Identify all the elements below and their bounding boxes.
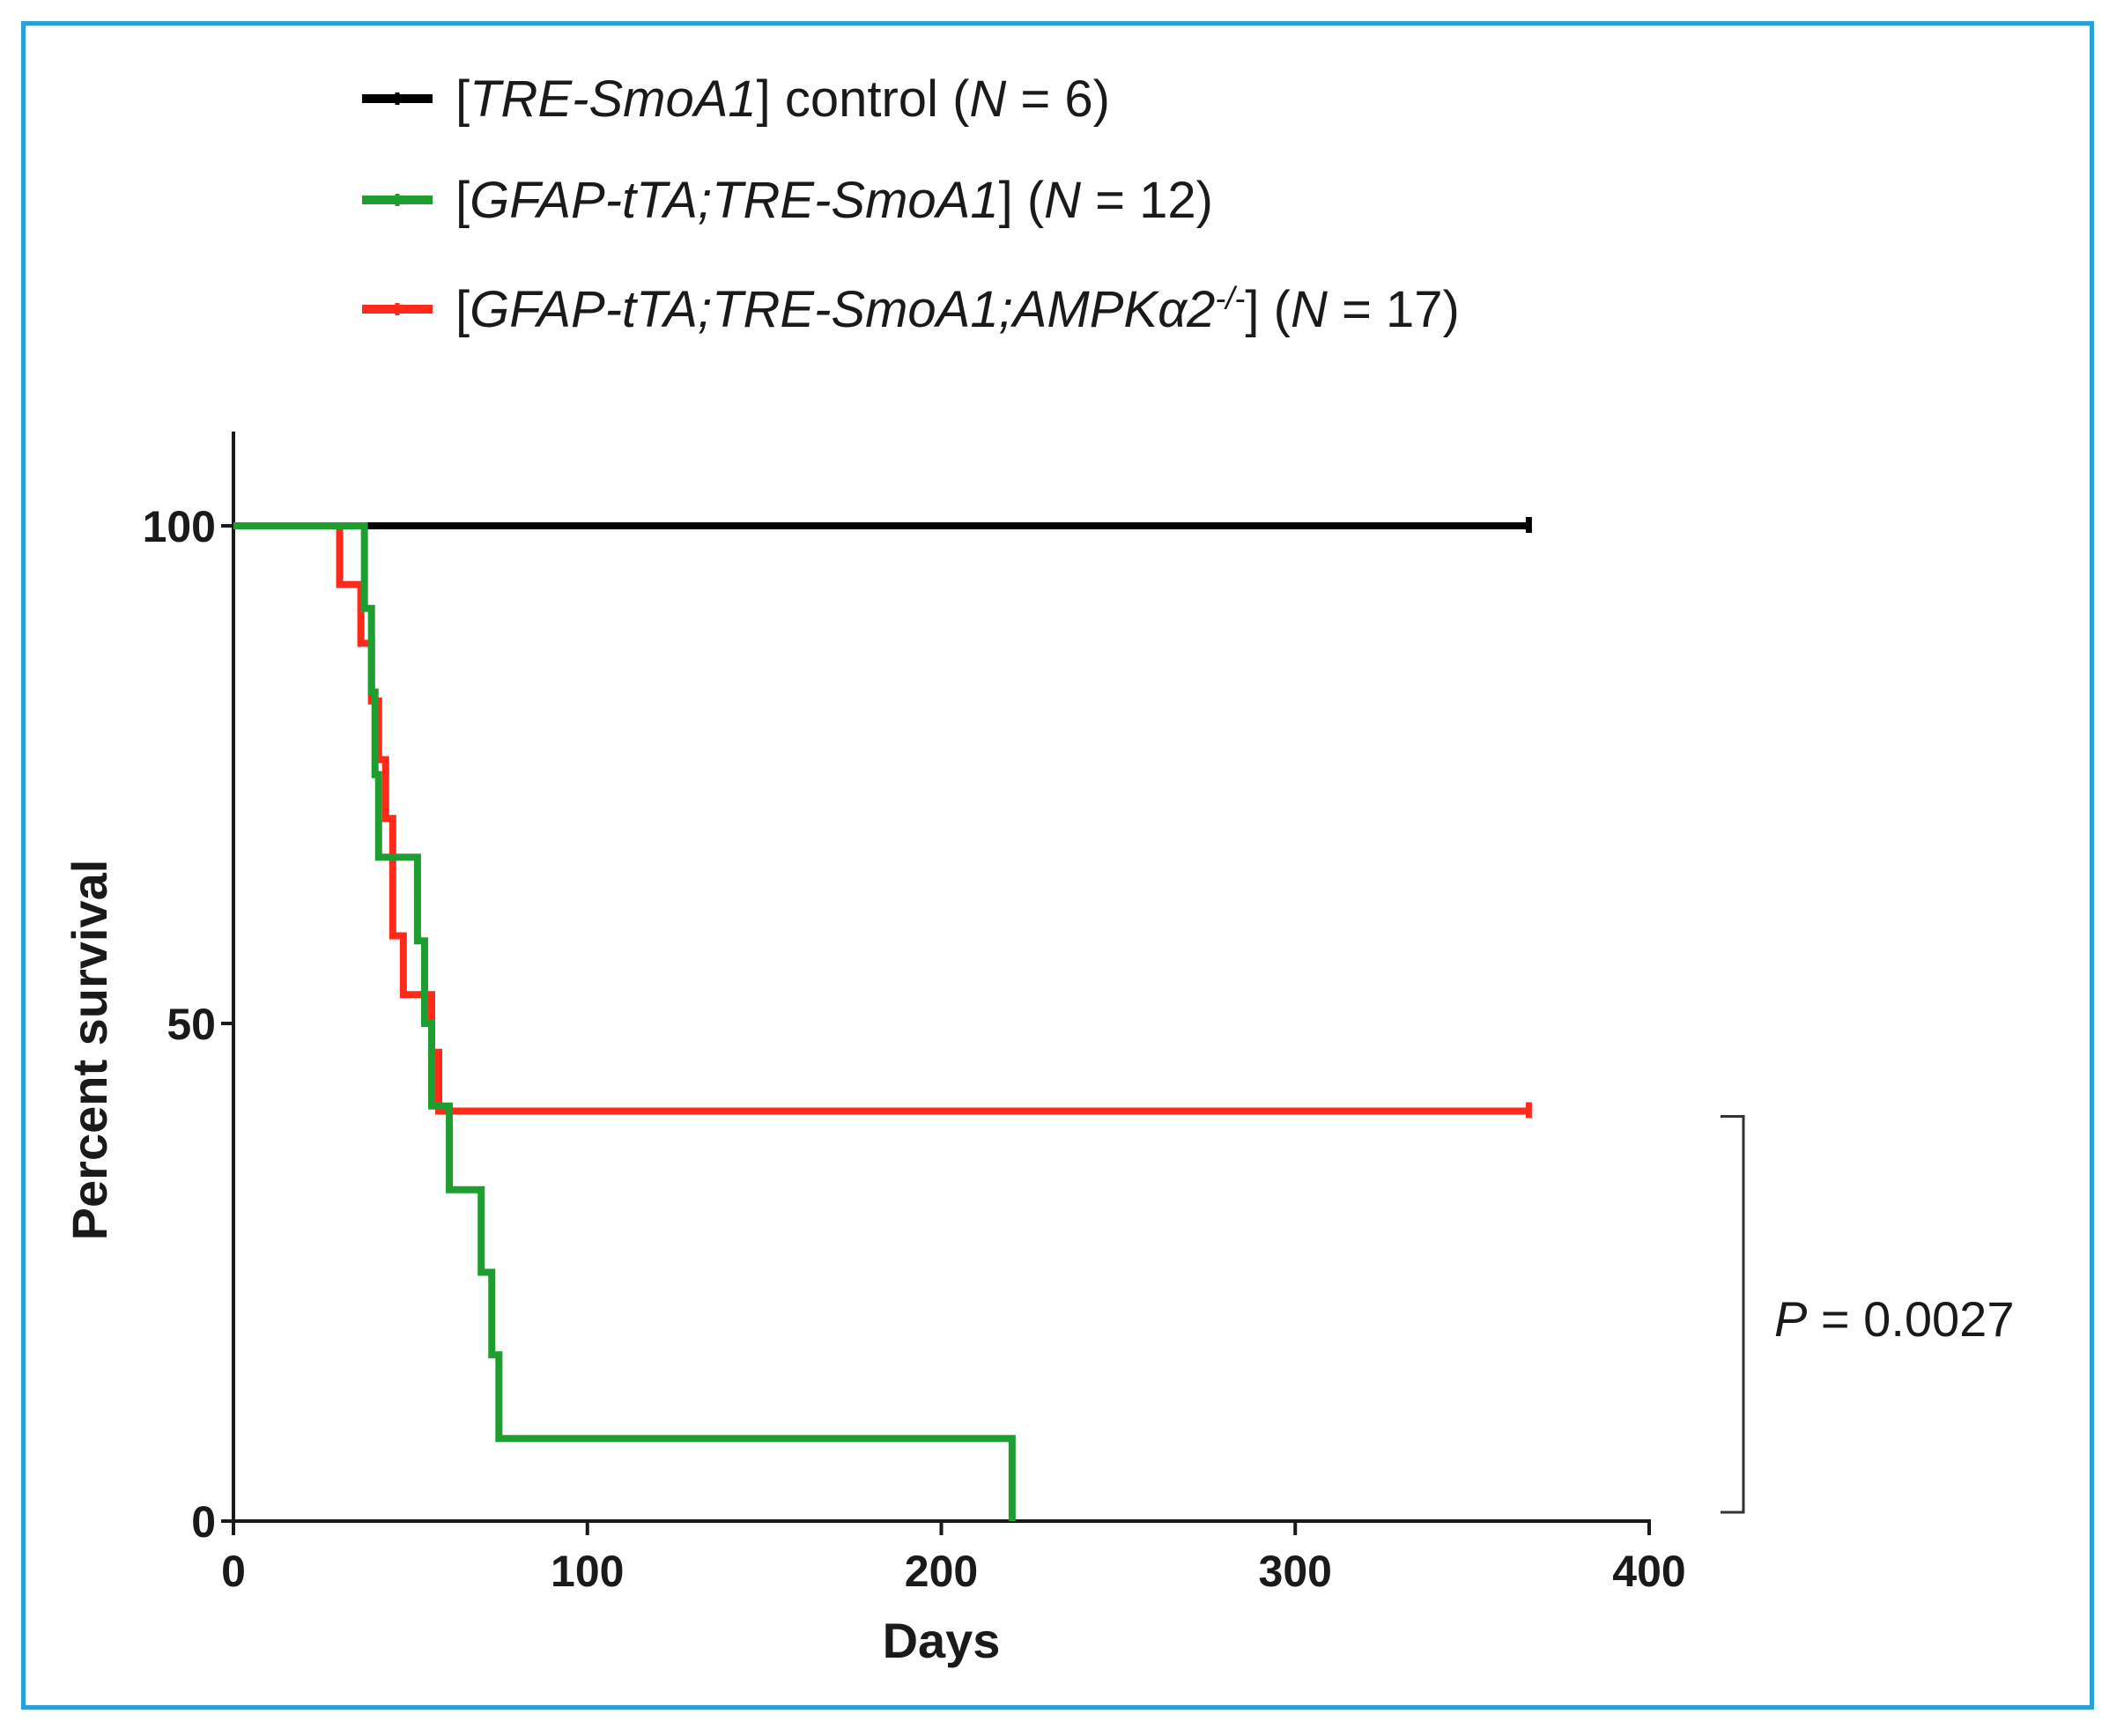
survival-curve-1 [233,522,1016,1521]
y-axis-title: Percent survival [62,860,117,1241]
x-tick-label-1: 100 [551,1547,624,1596]
significance-bracket [1721,1114,1745,1514]
axes: 0 50 100 0 100 200 300 400 Days Percent survival [62,432,1686,1668]
p-value-label: P = 0.0027 [1774,1291,2014,1347]
legend-label-0-part-1: TRE-SmoA1 [470,70,757,128]
x-axis-title: Days [883,1613,1001,1668]
legend-label-2-part-0: [ [455,281,470,338]
y-tick-label-2: 100 [143,502,216,551]
legend-label-0: [TRE-SmoA1] control (N = 6) [455,70,1110,128]
legend-label-0-part-4: = 6) [1006,70,1110,128]
x-tick-label-2: 200 [905,1547,978,1596]
legend-label-1-part-2: ] ( [999,172,1045,229]
p-value-label-part-0: P [1774,1291,1807,1347]
x-tick-label-0: 0 [221,1547,246,1596]
legend-label-2-part-2: -/- [1215,280,1245,316]
legend-label-1-part-0: [ [455,172,470,229]
y-tick-label-1: 50 [167,1000,216,1049]
survival-chart: [TRE-SmoA1] control (N = 6)[GFAP-tTA;TRE… [62,70,2014,1668]
legend-label-2-part-5: = 17) [1328,281,1460,338]
legend-label-2-part-1: GFAP-tTA;TRE-SmoA1;AMPKα2 [470,281,1215,338]
legend-label-2-part-4: N [1291,281,1328,338]
x-tick-label-3: 300 [1259,1547,1332,1596]
legend: [TRE-SmoA1] control (N = 6)[GFAP-tTA;TRE… [362,70,1460,338]
x-tick-label-4: 400 [1612,1547,1685,1596]
legend-label-1-part-4: = 12) [1081,172,1213,229]
legend-label-2-part-3: ] ( [1245,281,1291,338]
figure-frame: [TRE-SmoA1] control (N = 6) [GFAP-tTA;TRE… [21,21,2094,1710]
legend-label-2: [GFAP-tTA;TRE-SmoA1;AMPKα2-/-] (N = 17) [455,280,1460,339]
legend-label-0-part-3: N [969,70,1006,128]
legend-label-0-part-0: [ [455,70,470,128]
legend-label-1: [GFAP-tTA;TRE-SmoA1] (N = 12) [455,172,1213,229]
legend-label-1-part-1: GFAP-tTA;TRE-SmoA1 [470,172,998,229]
legend-label-1-part-3: N [1044,172,1081,229]
series-group [233,517,1532,1521]
p-value-label-part-1: = 0.0027 [1807,1291,2014,1347]
legend-label-0-part-2: ] control ( [757,70,970,128]
annotation-group: P = 0.0027 [1721,1114,2014,1514]
y-tick-label-0: 0 [191,1497,216,1547]
